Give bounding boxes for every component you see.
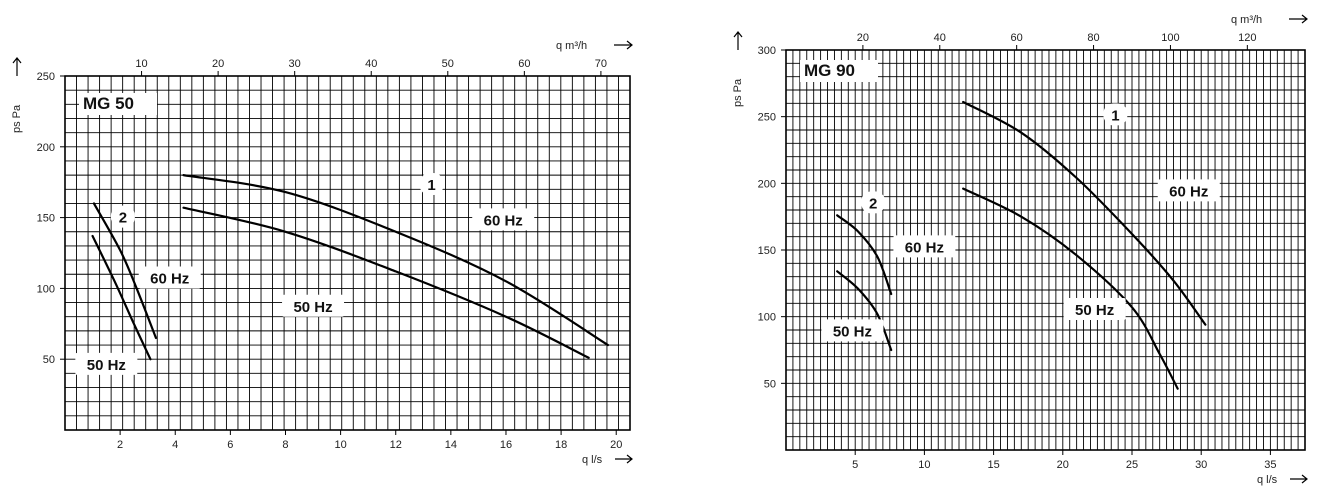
series-curve-1-60hz [962, 100, 1207, 326]
x2-tick-label: 20 [857, 32, 869, 44]
x2-tick-label: 20 [212, 58, 224, 70]
y-axis-arrow [12, 57, 22, 76]
x2-tick-label: 120 [1238, 32, 1256, 44]
annotation-background [110, 205, 135, 228]
mg50-grid [64, 75, 631, 431]
x2-axis-arrow [614, 40, 633, 50]
x-tick-label: 10 [918, 459, 930, 471]
x-tick-label: 10 [334, 439, 346, 451]
y-tick-label: 100 [37, 283, 55, 295]
annotation-background [1103, 103, 1128, 126]
y-tick-label: 50 [43, 354, 55, 366]
x2-tick-label: 50 [442, 58, 454, 70]
y-tick-label: 200 [758, 178, 776, 190]
series-curve-2-50hz [836, 270, 893, 352]
frequency-label: 60 Hz [905, 239, 944, 256]
annotation-background [282, 294, 345, 317]
curve-number-label: 1 [427, 177, 435, 194]
curve-number-label: 1 [1111, 107, 1119, 124]
x-axis-arrow [615, 454, 633, 464]
x2-tick-label: 80 [1087, 32, 1099, 44]
annotation-background [75, 352, 138, 375]
frequency-label: 50 Hz [293, 299, 332, 316]
x-tick-label: 30 [1195, 459, 1207, 471]
x-tick-label: 20 [1057, 459, 1069, 471]
annotation-background [1157, 179, 1220, 202]
x2-tick-label: 40 [365, 58, 377, 70]
x2-tick-label: 60 [1011, 32, 1023, 44]
series-curve-2-60hz [836, 214, 893, 296]
series-curve-1-50hz [182, 206, 590, 359]
frequency-label: 60 Hz [150, 270, 189, 287]
frequency-label: 50 Hz [1075, 302, 1114, 319]
x-tick-label: 6 [227, 439, 233, 451]
mg50-x2-axis-label: q m³/h [556, 40, 587, 52]
title-background [79, 93, 157, 115]
x-tick-label: 14 [445, 439, 457, 451]
mg90-grid [785, 49, 1306, 451]
annotation-background [472, 208, 535, 231]
curve-number-label: 2 [119, 210, 127, 227]
x-tick-label: 4 [172, 439, 178, 451]
x2-tick-label: 40 [934, 32, 946, 44]
frequency-label: 60 Hz [484, 212, 523, 229]
mg50-title: MG 50 [83, 94, 134, 113]
x-tick-label: 35 [1264, 459, 1276, 471]
mg90-title: MG 90 [804, 61, 855, 80]
x-tick-label: 25 [1126, 459, 1138, 471]
annotation-background [138, 266, 201, 289]
mg90-x-axis-label: q l/s [1257, 474, 1278, 486]
y-tick-label: 50 [764, 378, 776, 390]
x-tick-label: 12 [390, 439, 402, 451]
y-tick-label: 200 [37, 142, 55, 154]
x-tick-label: 16 [500, 439, 512, 451]
x2-axis-arrow [1289, 14, 1308, 24]
y-axis-arrow [733, 31, 743, 50]
y-tick-label: 150 [37, 213, 55, 225]
x-tick-label: 18 [555, 439, 567, 451]
series-curve-2-60hz [92, 202, 158, 340]
y-tick-label: 250 [758, 112, 776, 124]
annotation-background [419, 173, 444, 196]
x2-tick-label: 100 [1161, 32, 1179, 44]
frequency-label: 60 Hz [1169, 183, 1208, 200]
x-tick-label: 20 [610, 439, 622, 451]
x-tick-label: 2 [117, 439, 123, 451]
x2-tick-label: 60 [518, 58, 530, 70]
x2-tick-label: 10 [135, 58, 147, 70]
mg90-x2-axis-label: q m³/h [1231, 14, 1262, 26]
frequency-label: 50 Hz [87, 357, 126, 374]
annotation-background [893, 235, 956, 258]
annotation-background [821, 319, 884, 342]
x2-tick-label: 70 [595, 58, 607, 70]
mg90-y-axis-label: ps Pa [732, 78, 744, 107]
mg50-plot-frame [64, 75, 631, 431]
series-curve-2-50hz [91, 234, 152, 361]
mg50-x-axis-label: q l/s [582, 454, 603, 466]
x-tick-label: 5 [852, 459, 858, 471]
frequency-label: 50 Hz [833, 323, 872, 340]
x-axis-arrow [1290, 474, 1308, 484]
annotation-background [861, 191, 886, 214]
series-curve-1-60hz [182, 174, 610, 347]
x-tick-label: 15 [987, 459, 999, 471]
y-tick-label: 250 [37, 71, 55, 83]
title-background [800, 60, 878, 82]
y-tick-label: 150 [758, 245, 776, 257]
y-tick-label: 100 [758, 312, 776, 324]
y-tick-label: 300 [758, 45, 776, 57]
x2-tick-label: 30 [289, 58, 301, 70]
annotation-background [1063, 298, 1126, 320]
mg50-y-axis-label: ps Pa [11, 104, 23, 133]
x-tick-label: 8 [282, 439, 288, 451]
series-curve-1-50hz [962, 187, 1179, 390]
curve-number-label: 2 [869, 195, 877, 212]
